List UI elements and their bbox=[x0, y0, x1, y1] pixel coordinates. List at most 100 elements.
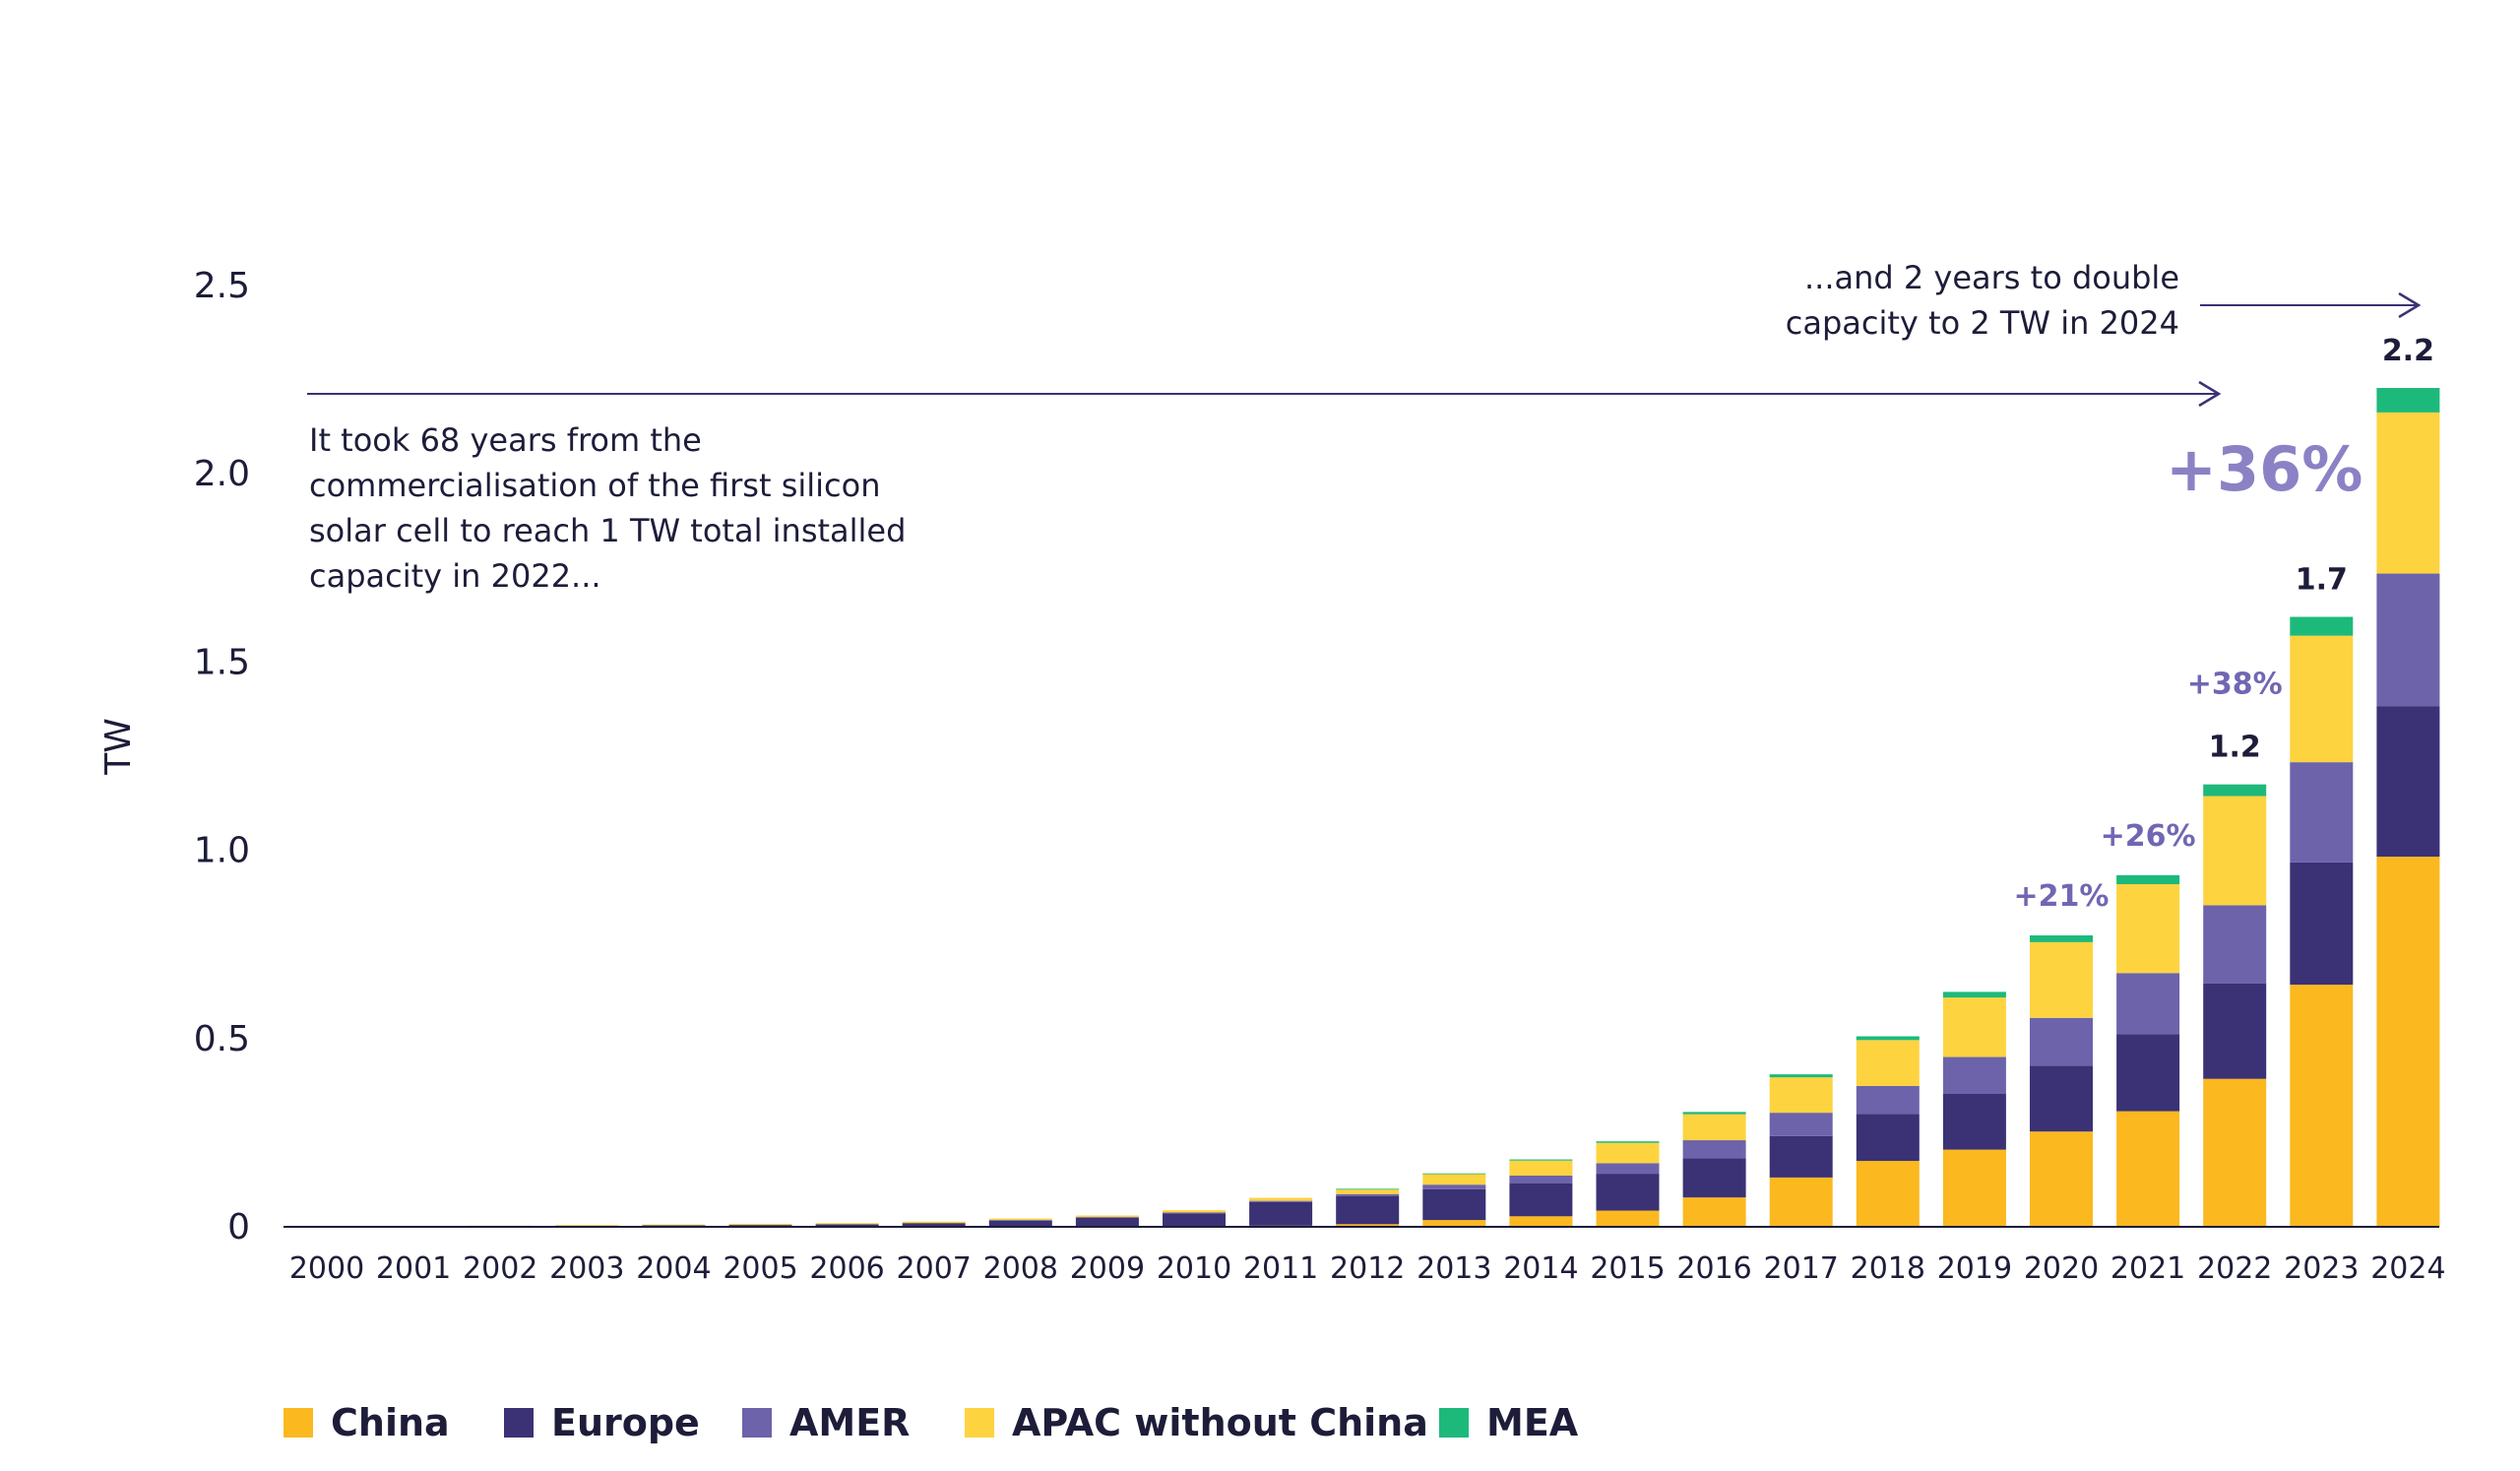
bar-segment-apac-without-china bbox=[2203, 796, 2267, 906]
y-tick-label: 1.0 bbox=[194, 831, 250, 871]
growth-label: +36% bbox=[2166, 433, 2362, 505]
bar-segment-europe bbox=[2290, 862, 2354, 986]
x-axis: 2000 2001 2002 2003 2004 2005 2006 2007 2008 2009… bbox=[289, 1251, 2446, 1286]
annotation-line: solar cell to reach 1 TW total installed bbox=[309, 512, 906, 549]
bar-segment-apac-without-china bbox=[1422, 1174, 1486, 1185]
bar-segment-china bbox=[2116, 1111, 2180, 1227]
annotation-line: commercialisation of the first silicon bbox=[309, 467, 880, 504]
bar-segment-mea bbox=[1769, 1074, 1833, 1078]
x-tick-label: 2002 bbox=[463, 1251, 537, 1286]
bar-segment-apac-without-china bbox=[1509, 1160, 1573, 1176]
bar-segment-europe bbox=[902, 1223, 966, 1227]
bar-segment-apac-without-china bbox=[988, 1218, 1052, 1221]
bar-segment-amer bbox=[1336, 1193, 1400, 1196]
legend-label: APAC without China bbox=[1012, 1401, 1428, 1444]
y-tick-label: 2.0 bbox=[194, 454, 250, 494]
total-label: 2.2 bbox=[2382, 334, 2434, 368]
bar-stack-2020 bbox=[2030, 935, 2093, 1227]
growth-label: +38% bbox=[2187, 668, 2283, 702]
bar-segment-apac-without-china bbox=[1682, 1114, 1746, 1141]
bar-segment-amer bbox=[1682, 1140, 1746, 1159]
legend-item: China bbox=[284, 1401, 450, 1444]
bar-segment-mea bbox=[1509, 1159, 1573, 1161]
bar-segment-apac-without-china bbox=[1249, 1197, 1313, 1201]
bar-stack-2022 bbox=[2203, 784, 2267, 1227]
legend-item: MEA bbox=[1439, 1401, 1579, 1444]
bar-stack-2009 bbox=[1075, 1215, 1139, 1227]
x-tick-label: 2015 bbox=[1590, 1251, 1665, 1286]
bar-segment-europe bbox=[1075, 1217, 1139, 1227]
bar-segment-apac-without-china bbox=[1075, 1215, 1139, 1218]
growth-label: +26% bbox=[2101, 819, 2196, 854]
legend-item: Europe bbox=[504, 1401, 700, 1444]
bar-segment-apac-without-china bbox=[2376, 412, 2440, 574]
bar-segment-amer bbox=[2376, 573, 2440, 707]
legend-label: Europe bbox=[551, 1401, 700, 1444]
bar-segment-china bbox=[2203, 1078, 2267, 1227]
legend-label: AMER bbox=[789, 1401, 910, 1444]
arrow-head-68-years bbox=[2198, 380, 2222, 408]
bar-segment-mea bbox=[1596, 1141, 1660, 1143]
bar-segment-apac-without-china bbox=[2290, 635, 2354, 763]
y-tick-label: 1.5 bbox=[194, 642, 250, 682]
x-tick-label: 2021 bbox=[2110, 1251, 2185, 1286]
legend: China Europe AMER APAC without China MEA bbox=[284, 1401, 1579, 1444]
bar-stack-2013 bbox=[1422, 1173, 1486, 1227]
bar-labels: 1.2 1.7 2.2 +21% +26% +38% +36% bbox=[2014, 334, 2434, 914]
bar-segment-mea bbox=[2030, 935, 2093, 942]
bar-stack-2014 bbox=[1509, 1159, 1573, 1227]
bar-segment-amer bbox=[988, 1220, 1052, 1221]
bar-segment-china bbox=[2376, 857, 2440, 1227]
bar-segment-mea bbox=[1336, 1188, 1400, 1190]
bar-stack-2017 bbox=[1769, 1074, 1833, 1227]
x-tick-label: 2023 bbox=[2284, 1251, 2359, 1286]
legend-swatch bbox=[742, 1408, 772, 1438]
legend-item: APAC without China bbox=[965, 1401, 1428, 1444]
arrow-head-2-years bbox=[2398, 291, 2422, 319]
bar-segment-europe bbox=[1942, 1094, 2006, 1150]
bar-segment-europe bbox=[2116, 1034, 2180, 1112]
bar-segment-mea bbox=[2116, 874, 2180, 885]
x-tick-label: 2009 bbox=[1070, 1251, 1145, 1286]
bar-segment-europe bbox=[1856, 1114, 1920, 1162]
bar-segment-apac-without-china bbox=[1336, 1188, 1400, 1194]
x-tick-label: 2012 bbox=[1330, 1251, 1405, 1286]
bar-segment-europe bbox=[2376, 706, 2440, 858]
bar-segment-mea bbox=[1682, 1112, 1746, 1115]
annotation-line: capacity in 2022... bbox=[309, 557, 601, 595]
bars bbox=[295, 388, 2440, 1228]
x-tick-label: 2003 bbox=[549, 1251, 624, 1286]
total-label: 1.7 bbox=[2296, 563, 2348, 598]
y-tick-label: 2.5 bbox=[194, 266, 250, 306]
x-tick-label: 2010 bbox=[1157, 1251, 1231, 1286]
legend-swatch bbox=[504, 1408, 534, 1438]
y-axis: 0 0.5 1.0 1.5 2.0 2.5 bbox=[194, 266, 250, 1247]
x-tick-label: 2014 bbox=[1503, 1251, 1578, 1286]
bar-stack-2012 bbox=[1336, 1188, 1400, 1227]
growth-label: +21% bbox=[2014, 879, 2110, 914]
bar-segment-china bbox=[2290, 985, 2354, 1227]
bar-segment-europe bbox=[1682, 1158, 1746, 1198]
bar-segment-europe bbox=[988, 1220, 1052, 1227]
bar-stack-2010 bbox=[1163, 1210, 1226, 1228]
bar-segment-apac-without-china bbox=[815, 1223, 879, 1225]
bar-stack-2008 bbox=[988, 1218, 1052, 1227]
bar-segment-china bbox=[1596, 1210, 1660, 1227]
y-tick-label: 0.5 bbox=[194, 1019, 250, 1059]
y-tick-label: 0 bbox=[227, 1207, 250, 1247]
bar-segment-mea bbox=[1422, 1173, 1486, 1175]
x-tick-label: 2004 bbox=[636, 1251, 711, 1286]
bar-segment-amer bbox=[1856, 1085, 1920, 1115]
bar-segment-amer bbox=[1422, 1184, 1486, 1189]
bar-stack-2021 bbox=[2116, 874, 2180, 1227]
bar-segment-mea bbox=[1856, 1036, 1920, 1041]
bar-segment-apac-without-china bbox=[555, 1225, 619, 1226]
bar-segment-apac-without-china bbox=[2030, 941, 2093, 1018]
bar-segment-amer bbox=[1596, 1163, 1660, 1175]
bar-segment-amer bbox=[1249, 1200, 1313, 1202]
x-tick-label: 2013 bbox=[1417, 1251, 1491, 1286]
legend-swatch bbox=[284, 1408, 313, 1438]
bar-stack-2018 bbox=[1856, 1036, 1920, 1227]
annotation-line: ...and 2 years to double bbox=[1804, 259, 2179, 296]
